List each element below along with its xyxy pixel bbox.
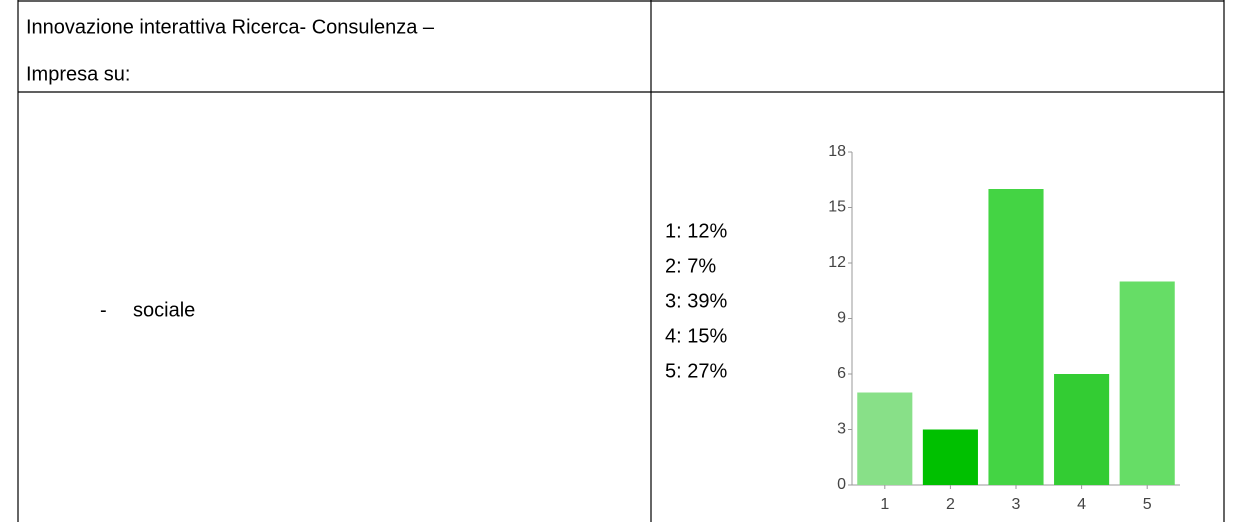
y-tick-label: 15 [828,199,846,216]
x-tick-label: 3 [1012,496,1021,513]
bar [1119,281,1175,485]
bullet: - [100,299,107,321]
x-tick-label: 1 [880,496,889,513]
x-tick-label: 4 [1077,496,1086,513]
table-borders [17,0,1225,522]
row-label: sociale [133,299,195,321]
bar [857,392,913,485]
y-tick-label: 9 [837,310,846,327]
y-tick-label: 12 [828,254,846,271]
bar [1054,374,1110,485]
percentage: 2: 7% [665,255,716,277]
y-tick-label: 3 [837,421,846,438]
percentage: 4: 15% [665,325,727,347]
percentage: 5: 27% [665,360,727,382]
percentage: 3: 39% [665,290,727,312]
header-text: Impresa su: [26,63,130,85]
x-tick-label: 5 [1143,496,1152,513]
y-tick-label: 0 [837,476,846,493]
x-tick-label: 2 [946,496,955,513]
percentage: 1: 12% [665,220,727,242]
bar [922,429,978,485]
y-tick-label: 18 [828,143,846,160]
y-tick-label: 6 [837,365,846,382]
header-text: Innovazione interattiva Ricerca- Consule… [26,16,435,38]
bar [988,189,1044,485]
